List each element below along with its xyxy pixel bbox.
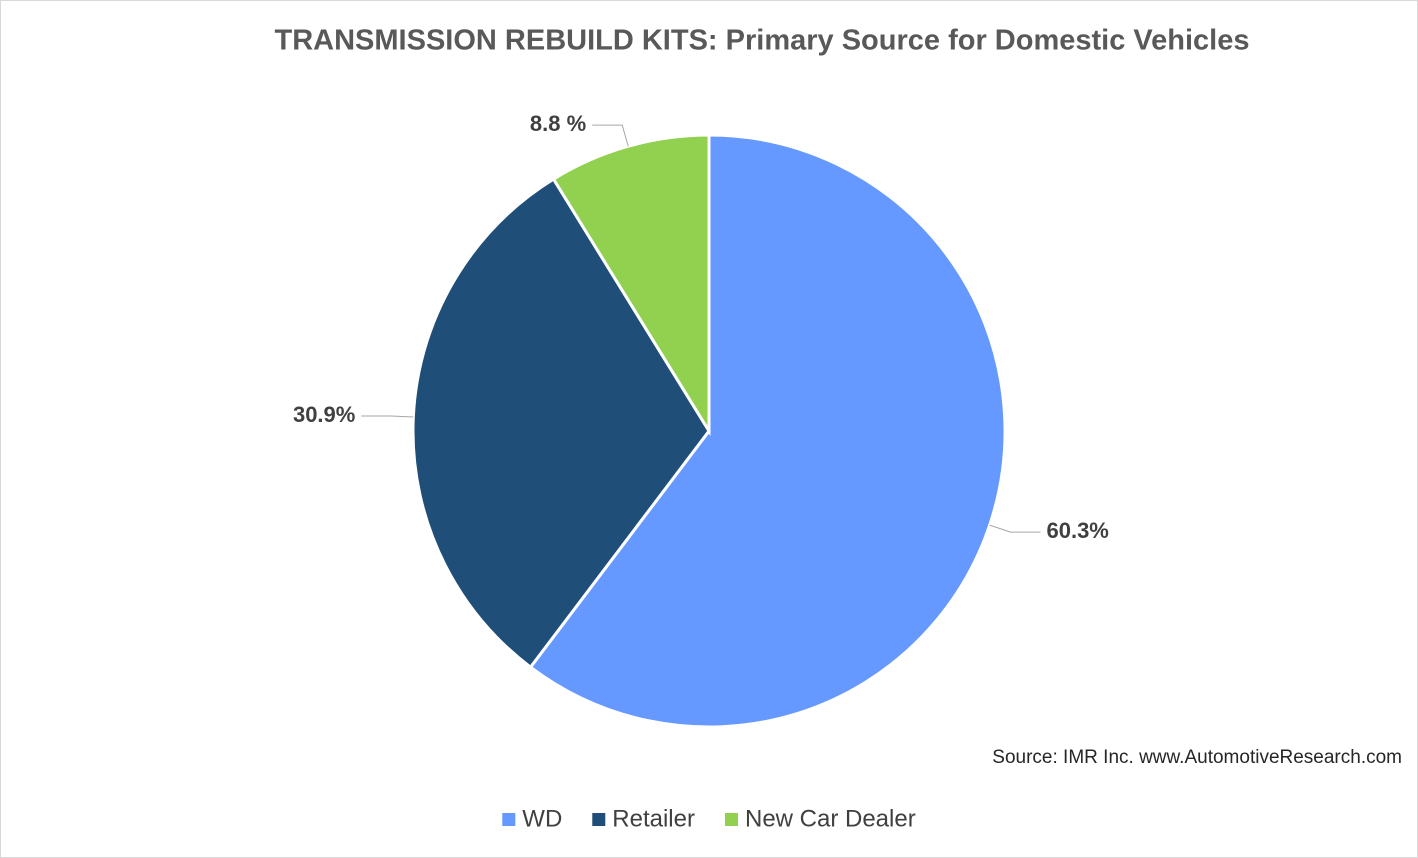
pie-slice	[528, 133, 1007, 729]
data-label: 60.3%	[1046, 518, 1108, 543]
pie-slice	[551, 133, 711, 437]
pie-slice	[411, 177, 711, 670]
data-label: 8.8 %	[530, 111, 586, 136]
legend-swatch	[502, 813, 516, 826]
leader-line	[592, 124, 629, 147]
data-label: 30.9%	[293, 402, 355, 427]
source-note: Source: IMR Inc. www.AutomotiveResearch.…	[992, 747, 1402, 768]
chart-title: TRANSMISSION REBUILD KITS: Primary Sourc…	[275, 25, 1250, 57]
leader-line	[989, 524, 1041, 533]
legend-label: Retailer	[612, 805, 695, 832]
legend-swatch	[592, 813, 606, 826]
legend-label: New Car Dealer	[745, 805, 916, 832]
leader-line	[361, 415, 414, 418]
legend-swatch	[724, 813, 738, 826]
legend-label: WD	[522, 805, 562, 832]
